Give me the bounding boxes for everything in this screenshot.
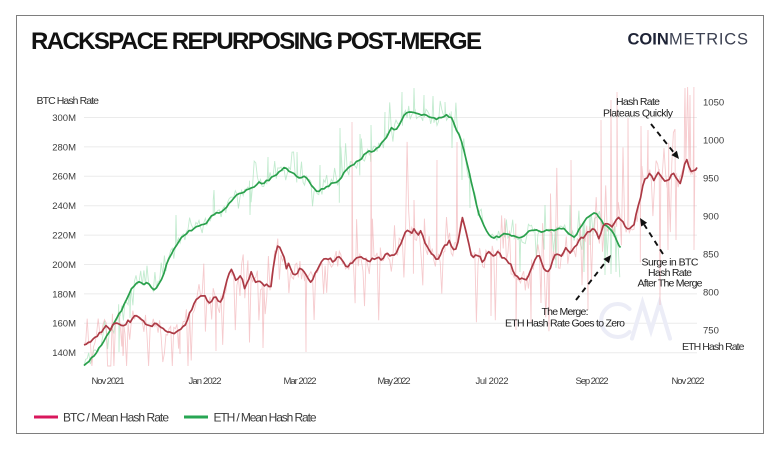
svg-text:BTC Hash Rate: BTC Hash Rate: [37, 95, 100, 107]
svg-text:COIN: COIN: [628, 31, 669, 49]
svg-text:160M: 160M: [52, 319, 76, 330]
svg-text:1050: 1050: [703, 97, 724, 108]
svg-text:300M: 300M: [52, 113, 76, 124]
svg-text:Hash Rate: Hash Rate: [616, 96, 660, 108]
svg-text:Plateaus Quickly: Plateaus Quickly: [603, 108, 674, 120]
svg-text:After The Merge: After The Merge: [638, 278, 703, 290]
svg-text:750: 750: [703, 325, 719, 336]
svg-text:Hash Rate: Hash Rate: [648, 267, 692, 279]
svg-text:900: 900: [703, 211, 719, 222]
svg-text:METRICS: METRICS: [669, 31, 748, 49]
svg-text:ETH Hash Rate: ETH Hash Rate: [682, 341, 745, 353]
svg-text:800: 800: [703, 287, 719, 298]
svg-text:260M: 260M: [52, 172, 76, 183]
svg-text:Nov 2022: Nov 2022: [672, 376, 705, 387]
svg-text:Jan 2022: Jan 2022: [189, 376, 222, 387]
svg-text:180M: 180M: [52, 289, 76, 300]
svg-text:220M: 220M: [52, 231, 76, 242]
svg-text:ETH / Mean Hash Rate: ETH / Mean Hash Rate: [214, 411, 317, 425]
svg-text:1000: 1000: [703, 135, 724, 146]
svg-text:Sep 2022: Sep 2022: [576, 376, 609, 387]
svg-text:May 2022: May 2022: [378, 376, 411, 387]
svg-text:The Merge:: The Merge:: [542, 306, 589, 318]
svg-text:850: 850: [703, 249, 719, 260]
svg-text:ETH Hash Rate Goes to Zero: ETH Hash Rate Goes to Zero: [505, 318, 625, 330]
svg-text:200M: 200M: [52, 260, 76, 271]
svg-text:RACKSPACE REPURPOSING POST-MER: RACKSPACE REPURPOSING POST-MERGE: [31, 28, 482, 55]
svg-text:280M: 280M: [52, 142, 76, 153]
svg-text:Jul 2022: Jul 2022: [476, 376, 509, 387]
svg-text:BTC / Mean Hash Rate: BTC / Mean Hash Rate: [63, 411, 169, 425]
svg-text:Surge in BTC: Surge in BTC: [642, 257, 699, 269]
svg-text:950: 950: [703, 173, 719, 184]
svg-text:Mar 2022: Mar 2022: [284, 376, 317, 387]
svg-text:240M: 240M: [52, 201, 76, 212]
svg-text:140M: 140M: [52, 348, 76, 359]
svg-text:Nov 2021: Nov 2021: [92, 376, 125, 387]
